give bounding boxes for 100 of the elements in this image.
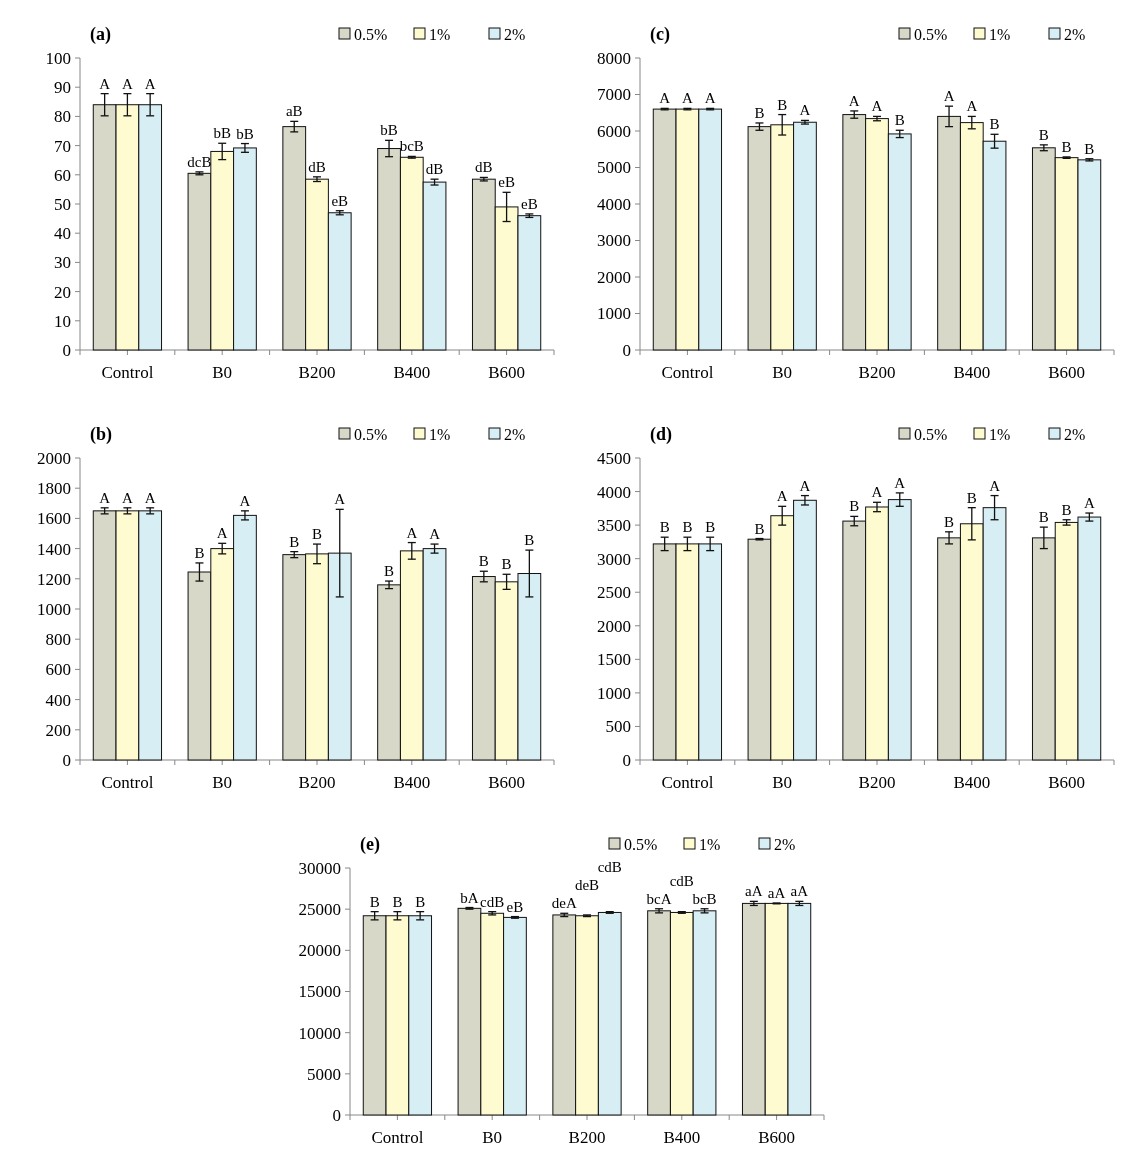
y-tick-label: 2500 [597,583,631,603]
legend-label: 1% [989,25,1011,43]
y-tick-label: 800 [45,630,71,650]
y-tick-label: 80 [54,107,71,127]
y-tick-label: 1600 [37,509,71,529]
y-tick-label: 40 [54,224,71,244]
y-tick-label: 200 [45,720,71,740]
y-tick-label: 8000 [597,48,631,68]
y-tick-label: 2000 [597,616,631,636]
x-tick-label: B400 [953,773,991,792]
data-label: B [989,116,1000,133]
data-label: A [334,491,346,508]
y-tick-label: 1000 [37,599,71,619]
data-label: B [311,526,323,543]
x-tick-label: Control [371,1128,424,1147]
data-label: bB [380,122,398,139]
data-label: dB [475,159,493,176]
x-tick-label: B400 [663,1128,701,1147]
data-label: A [1083,495,1095,512]
x-tick-label: B400 [393,773,431,792]
y-tick-label: 50 [54,194,71,214]
y-tick-label: 1500 [597,650,631,670]
data-label: A [99,489,111,506]
y-tick-label: 500 [605,717,631,737]
legend-label: 0.5% [354,25,388,43]
data-label: B [289,533,300,550]
x-tick-label: B400 [953,363,991,382]
y-tick-label: 100 [45,48,71,68]
data-label: bcB [692,890,717,907]
legend-label: 1% [699,835,721,853]
x-tick-label: Control [661,363,714,382]
data-label: A [848,92,860,109]
y-tick-label: 1000 [597,683,631,703]
data-label: A [406,524,418,541]
data-label: B [849,498,860,515]
data-label: A [966,98,978,115]
y-tick-label: 60 [54,165,71,185]
legend-label: 2% [1064,425,1086,443]
legend-label: 2% [1064,25,1086,43]
data-label: B [966,489,977,506]
y-tick-label: 0 [332,1105,341,1125]
data-label: eB [521,195,538,212]
y-tick-label: 600 [45,660,71,680]
data-label: A [799,102,811,119]
data-label: deA [551,895,577,912]
data-label: aB [285,103,303,120]
legend-label: 1% [989,425,1011,443]
data-label: B [1061,501,1072,518]
data-label: bB [236,125,254,142]
data-label: A [121,489,133,506]
y-tick-label: 30 [54,253,71,273]
x-tick-label: B0 [212,773,233,792]
x-tick-label: B0 [772,363,793,382]
data-label: eB [498,174,515,191]
data-label: dB [308,158,326,175]
data-label: B [944,513,955,530]
y-tick-label: 25000 [298,900,341,920]
y-tick-label: 3000 [597,549,631,569]
data-label: aA [745,883,763,900]
y-tick-label: 5000 [597,158,631,178]
data-label: B [1061,138,1072,155]
y-tick-label: 0 [622,340,631,360]
x-tick-label: B200 [298,363,336,382]
data-label: B [754,520,765,537]
x-tick-label: B200 [858,773,896,792]
legend-label: 1% [429,25,451,43]
data-label: B [384,563,395,580]
chart-title: (d) [650,424,672,445]
data-label: A [776,488,788,505]
data-label: B [894,112,905,129]
data-label: A [216,525,228,542]
y-tick-label: 20 [54,282,71,302]
y-tick-label: 0 [62,750,71,770]
data-label: B [777,96,788,113]
y-tick-label: 2000 [597,267,631,287]
data-label: B [501,556,512,573]
x-tick-label: B0 [772,773,793,792]
data-label: A [989,477,1001,494]
legend-label: 1% [429,425,451,443]
y-tick-label: 0 [622,750,631,770]
x-tick-label: B600 [1048,363,1086,382]
legend-label: 0.5% [914,425,948,443]
y-tick-label: 7000 [597,85,631,105]
legend-label: 0.5% [914,25,948,43]
data-label: dB [425,161,444,178]
data-label: B [659,519,670,536]
y-tick-label: 4000 [597,194,631,214]
data-label: aA [767,884,786,901]
y-tick-label: 5000 [307,1064,341,1084]
y-tick-label: 2000 [37,448,71,468]
data-label: B [415,893,426,910]
y-tick-label: 1000 [597,304,631,324]
y-tick-label: 3500 [597,516,631,536]
data-label: A [121,75,133,92]
y-tick-label: 15000 [298,982,341,1002]
data-label: cdB [669,872,694,889]
y-tick-label: 6000 [597,121,631,141]
chart-title: (c) [650,24,670,45]
y-tick-label: 1800 [37,479,71,499]
y-tick-label: 400 [45,690,71,710]
